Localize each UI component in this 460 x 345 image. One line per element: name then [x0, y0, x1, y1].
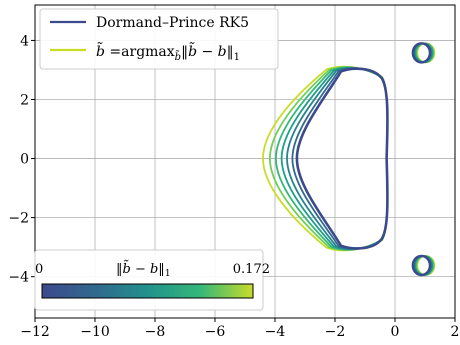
island-ring [411, 254, 432, 277]
colorbar-title: ‖b̃ − b‖1 [116, 260, 171, 279]
legend-box [39, 8, 279, 70]
legend-label-argmax: b̃ =argmaxb̃‖b̃ − b‖1 [96, 41, 240, 63]
plot-frame [34, 4, 456, 319]
x-tick-label: −6 [205, 324, 226, 340]
colorbar: 0 ‖b̃ − b‖1 0.172 [34, 249, 270, 311]
colorbar-max-label: 0.172 [233, 262, 270, 277]
y-tick-label: −4 [8, 270, 29, 286]
x-tick-label: −2 [325, 324, 346, 340]
colorbar-gradient [41, 283, 254, 299]
y-tick-label: 2 [20, 92, 29, 108]
x-tick-label: −12 [20, 324, 50, 340]
legend-label-rk5: Dormand–Prince RK5 [96, 15, 249, 31]
legend: Dormand–Prince RK5 b̃ =argmaxb̃‖b̃ − b‖1 [39, 8, 279, 70]
x-tick-label: 2 [451, 324, 460, 340]
stability-islands [411, 42, 436, 277]
x-tick-label: 0 [391, 324, 400, 340]
x-tick-label: −4 [265, 324, 286, 340]
stability-curves [262, 65, 389, 252]
y-tick-label: 0 [20, 152, 29, 168]
y-tick-label: 4 [20, 33, 29, 49]
x-tick-label: −8 [145, 324, 166, 340]
colorbar-box [34, 249, 264, 311]
y-tick-label: −2 [8, 211, 29, 227]
x-tick-label: −10 [80, 324, 110, 340]
island-ring [411, 42, 432, 64]
colorbar-min-label: 0 [35, 262, 43, 277]
stability-curve-0 [295, 67, 389, 250]
tick-labels: −12 −10 −8 −6 −4 −2 0 2 −4 −2 0 2 4 [8, 33, 459, 340]
